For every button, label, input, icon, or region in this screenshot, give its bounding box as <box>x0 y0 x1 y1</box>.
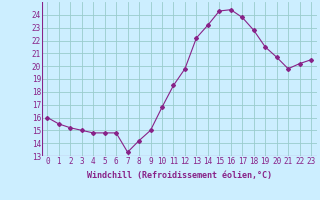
X-axis label: Windchill (Refroidissement éolien,°C): Windchill (Refroidissement éolien,°C) <box>87 171 272 180</box>
